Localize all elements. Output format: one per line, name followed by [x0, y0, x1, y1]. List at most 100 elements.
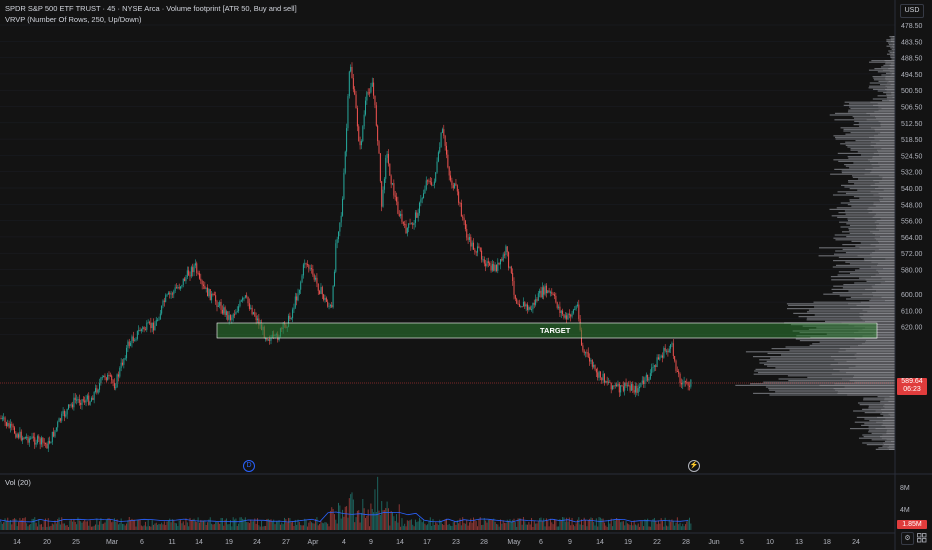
- volume-bar: [211, 523, 213, 530]
- volume-bar: [19, 517, 21, 530]
- currency-button[interactable]: USD: [900, 4, 924, 18]
- vrvp-bar-down: [874, 183, 895, 185]
- vrvp-bar-down: [880, 282, 895, 284]
- candle-body: [444, 135, 446, 146]
- vrvp-bar-down: [871, 285, 895, 287]
- volume-bar: [153, 524, 155, 530]
- vrvp-bar-up: [833, 159, 868, 161]
- candle-body: [100, 377, 102, 384]
- flash-icon[interactable]: ⚡: [688, 460, 700, 472]
- volume-bar: [382, 510, 384, 530]
- candle-body: [292, 309, 294, 319]
- candle-body: [54, 430, 56, 437]
- vrvp-bar-down: [847, 394, 895, 396]
- vrvp-bar-down: [890, 74, 895, 76]
- time-tick-label: 10: [766, 539, 774, 546]
- vrvp-bar-down: [853, 375, 895, 377]
- gear-icon[interactable]: ⚙: [901, 532, 914, 545]
- grid-icon[interactable]: [916, 532, 927, 543]
- vrvp-bar-down: [886, 95, 895, 97]
- candle-body: [350, 66, 352, 72]
- candle-body: [510, 266, 512, 273]
- volume-bar: [82, 521, 84, 530]
- volume-bar: [46, 526, 48, 530]
- candle-body: [365, 100, 366, 115]
- volume-bar: [70, 519, 72, 530]
- time-tick-label: 19: [225, 539, 233, 546]
- candle-body: [545, 285, 547, 294]
- vrvp-bar-up: [839, 221, 875, 223]
- symbol-legend[interactable]: SPDR S&P 500 ETF TRUST · 45 · NYSE Arca …: [5, 4, 297, 13]
- volume-legend[interactable]: Vol (20): [5, 478, 31, 487]
- volume-bar: [288, 517, 290, 530]
- vrvp-bar-up: [766, 360, 847, 362]
- volume-bar: [250, 519, 252, 530]
- vrvp-bar-down: [878, 223, 895, 225]
- candle-body: [656, 357, 658, 367]
- candle-body: [429, 181, 431, 183]
- volume-bar: [447, 524, 449, 530]
- candle-body: [95, 388, 96, 392]
- volume-bar: [428, 521, 430, 530]
- volume-bar: [435, 522, 437, 530]
- vrvp-bar-up: [841, 231, 870, 233]
- candle-body: [97, 389, 99, 393]
- vrvp-bar-up: [874, 68, 889, 70]
- vrvp-bar-up: [864, 412, 882, 414]
- candle-body: [161, 305, 163, 314]
- volume-bar: [223, 525, 225, 530]
- candle-body: [290, 318, 292, 320]
- volume-bar: [582, 524, 584, 530]
- candle-body: [618, 383, 620, 393]
- volume-bar: [312, 523, 314, 530]
- candle-body: [325, 297, 327, 302]
- vrvp-bar-down: [876, 117, 895, 119]
- volume-bar: [545, 518, 547, 530]
- volume-bar: [423, 520, 425, 530]
- vrvp-bar-up: [843, 130, 875, 132]
- candle-body: [42, 437, 44, 443]
- candle-body: [123, 358, 125, 365]
- vrvp-bar-down: [878, 186, 895, 188]
- volume-bar: [138, 519, 140, 530]
- volume-bar: [343, 516, 345, 530]
- vrvp-bar-up: [849, 188, 875, 190]
- volume-bar: [551, 522, 553, 530]
- vrvp-bar-down: [838, 351, 895, 353]
- vrvp-legend[interactable]: VRVP (Number Of Rows, 250, Up/Down): [5, 15, 142, 24]
- volume-bar: [181, 523, 183, 530]
- candle-body: [352, 78, 354, 90]
- vrvp-bar-up: [754, 370, 840, 372]
- vrvp-bar-down: [878, 154, 895, 156]
- candle-body: [379, 153, 381, 182]
- candle-body: [625, 382, 627, 387]
- vrvp-bar-up: [848, 181, 880, 183]
- candle-body: [386, 153, 388, 158]
- vrvp-bar-down: [874, 250, 895, 252]
- dividend-marker[interactable]: D: [243, 460, 255, 472]
- volume-bar: [375, 511, 377, 530]
- vrvp-bar-down: [876, 416, 895, 418]
- vrvp-bar-down: [867, 311, 895, 313]
- volume-bar: [266, 518, 268, 530]
- vrvp-bar-down: [874, 128, 895, 130]
- vrvp-bar-down: [879, 200, 895, 202]
- volume-bar: [346, 506, 348, 530]
- volume-bar: [134, 519, 136, 530]
- candle-body: [165, 295, 167, 302]
- candle-body: [167, 292, 169, 295]
- candle-body: [440, 132, 442, 148]
- candle-body: [157, 319, 159, 321]
- vrvp-bar-down: [875, 228, 895, 230]
- volume-bar: [455, 524, 457, 530]
- volume-bar: [431, 525, 433, 530]
- vrvp-bar-down: [880, 218, 895, 220]
- candle-body: [45, 443, 47, 445]
- volume-bar: [645, 519, 647, 530]
- volume-bar: [101, 523, 103, 530]
- candle-body: [535, 299, 537, 305]
- volume-bar: [358, 510, 360, 530]
- candle-body: [181, 285, 183, 287]
- vrvp-bar-up: [813, 301, 861, 303]
